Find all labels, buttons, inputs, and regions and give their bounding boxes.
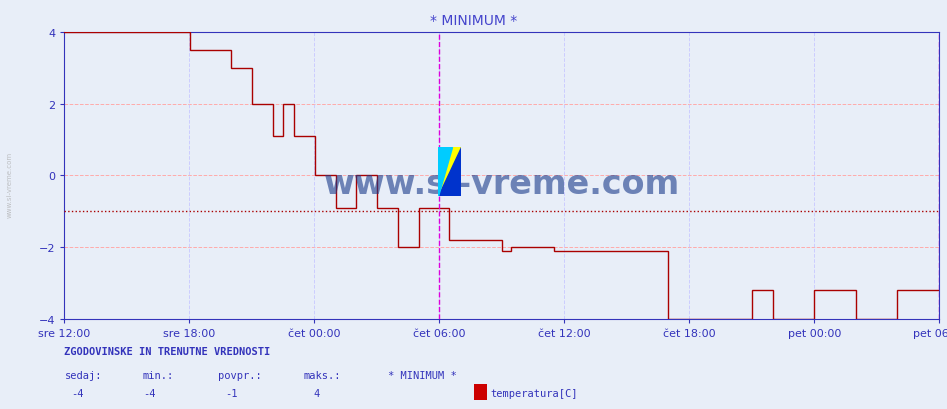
Text: povpr.:: povpr.: [218, 370, 261, 380]
Text: * MINIMUM *: * MINIMUM * [430, 14, 517, 28]
Text: min.:: min.: [142, 370, 173, 380]
Text: * MINIMUM *: * MINIMUM * [388, 370, 457, 380]
Polygon shape [438, 147, 452, 196]
Text: www.si-vreme.com: www.si-vreme.com [7, 151, 12, 217]
Text: ZGODOVINSKE IN TRENUTNE VREDNOSTI: ZGODOVINSKE IN TRENUTNE VREDNOSTI [64, 346, 271, 356]
Text: maks.:: maks.: [303, 370, 341, 380]
Text: www.si-vreme.com: www.si-vreme.com [324, 168, 680, 201]
Polygon shape [438, 147, 461, 196]
Text: -4: -4 [143, 388, 156, 398]
Text: temperatura[C]: temperatura[C] [491, 389, 578, 398]
Text: -4: -4 [71, 388, 84, 398]
Text: sedaj:: sedaj: [64, 370, 102, 380]
Text: -1: -1 [224, 388, 238, 398]
Text: 4: 4 [313, 388, 319, 398]
